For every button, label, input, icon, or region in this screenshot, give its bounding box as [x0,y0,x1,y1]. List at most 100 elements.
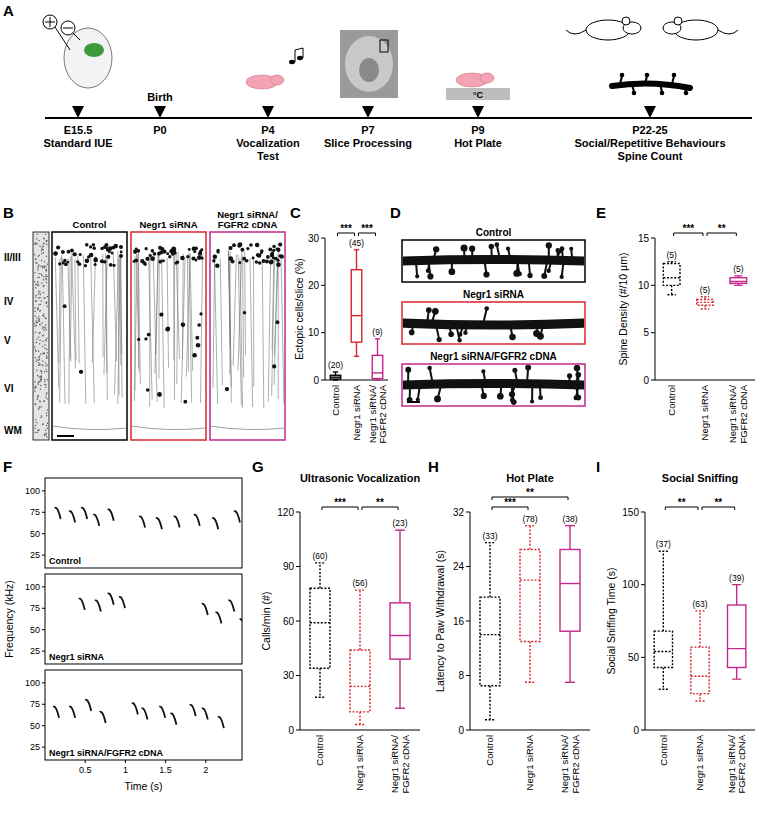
neuron [275,247,278,250]
nuclear-stain-dot [38,429,39,430]
whisker-cap [695,610,704,611]
nuclear-stain-dot [47,364,48,365]
nuclear-stain-dot [35,404,36,405]
x-axis [655,380,755,381]
neuron [79,253,82,256]
y-tick [466,621,470,622]
nuclear-stain-dot [46,240,47,241]
y-tick [466,512,470,513]
dendrite-trace [115,259,119,394]
cortex-cells [53,243,126,430]
y-tick-label: 75 [30,603,40,613]
x-tick [205,760,206,763]
nuclear-stain-dot [34,388,35,389]
nuclear-stain-dot [43,330,44,331]
nuclear-stain-dot [44,400,45,401]
neuron [276,247,280,251]
layer-label: VI [4,383,14,394]
spine-head [489,244,494,249]
n-label: (78) [522,514,537,524]
spine-head [530,399,534,403]
call [81,508,87,519]
mouse-icon [622,17,630,25]
nuclear-stain-dot [35,297,36,298]
nuclear-stain-dot [36,238,37,239]
neuron [278,243,282,247]
neuron [192,246,196,250]
whisker-cap [701,308,709,309]
spine-head [527,273,532,278]
whisker-low [489,686,490,720]
nuclear-stain-dot [39,363,40,364]
note-icon [289,60,295,64]
nuclear-stain-dot [47,296,48,297]
x-tick-label: 1.5 [159,765,172,775]
category-label: Control [484,735,495,766]
nuclear-stain-dot [40,310,41,311]
neuron [150,256,155,261]
n-label: (23) [392,518,407,528]
neuron [56,245,60,249]
nuclear-stain-dot [43,279,44,280]
neuron [197,323,201,327]
nuclear-stain-dot [46,302,47,303]
timeline-label: E15.5 [64,124,93,136]
dendrite-trace [174,250,175,400]
nuclear-stain-dot [35,259,36,260]
spectrogram-label: Negr1 siRNA [49,652,105,662]
whisker-cap [333,371,338,372]
nuclear-stain-dot [40,389,41,390]
category-label: Negr1 siRNA [351,384,362,440]
neuron [240,248,244,252]
layer-label: WM [4,425,22,436]
y-tick [42,704,45,705]
neuron [168,255,171,258]
call [170,713,176,724]
nuclear-stain-dot [35,403,36,404]
x-tick-label: 2 [203,765,208,775]
nuclear-stain-dot [39,332,40,333]
nuclear-stain-dot [37,322,38,323]
nuclear-stain-dot [46,355,47,356]
nuclear-stain-dot [35,419,36,420]
mouse-icon [674,17,682,25]
y-axis [325,238,326,380]
median [728,648,746,649]
nuclear-stain-dot [46,357,47,358]
n-label: (56) [352,578,367,588]
timeline-marker [72,106,84,118]
dendrite-trace [253,259,254,387]
spine-head [427,273,433,279]
whisker-cap [701,296,709,297]
nuclear-stain-dot [43,252,44,253]
brain-icon [345,36,393,92]
neuron [231,259,235,263]
nuclear-stain-dot [45,362,46,363]
significance-label: *** [504,497,516,508]
nuclear-stain-dot [39,292,40,293]
embryo-icon [84,43,104,57]
spine [511,385,513,400]
nuclear-stain-dot [39,310,40,311]
boxes [663,262,746,309]
nuclear-stain-dot [46,371,47,372]
spine-head [457,338,461,342]
y-tick [42,725,45,726]
y-tick [466,566,470,567]
spine-head [510,398,514,402]
mouse-icon [566,30,586,34]
nuclear-stain-dot [39,246,40,247]
nuclear-stain-dot [36,361,37,362]
spine-head [415,274,419,278]
median [310,622,330,623]
whisker-cap [315,697,325,698]
dendrite-trace [250,258,253,407]
spine-head [405,367,411,373]
electrode-icon [61,21,75,35]
y-tick-label: 100 [25,678,40,688]
call [53,707,59,718]
box [691,647,709,694]
calls [53,700,224,728]
whisker-cap [734,275,742,276]
call [156,518,162,529]
